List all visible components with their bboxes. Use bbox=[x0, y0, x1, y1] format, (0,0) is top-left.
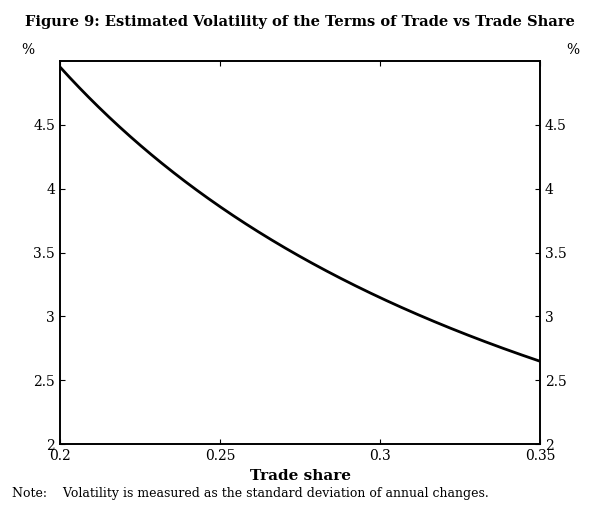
Text: %: % bbox=[566, 43, 580, 57]
Text: %: % bbox=[22, 43, 35, 57]
Text: Figure 9: Estimated Volatility of the Terms of Trade vs Trade Share: Figure 9: Estimated Volatility of the Te… bbox=[25, 15, 575, 29]
X-axis label: Trade share: Trade share bbox=[250, 469, 350, 483]
Text: Note:    Volatility is measured as the standard deviation of annual changes.: Note: Volatility is measured as the stan… bbox=[12, 487, 489, 500]
